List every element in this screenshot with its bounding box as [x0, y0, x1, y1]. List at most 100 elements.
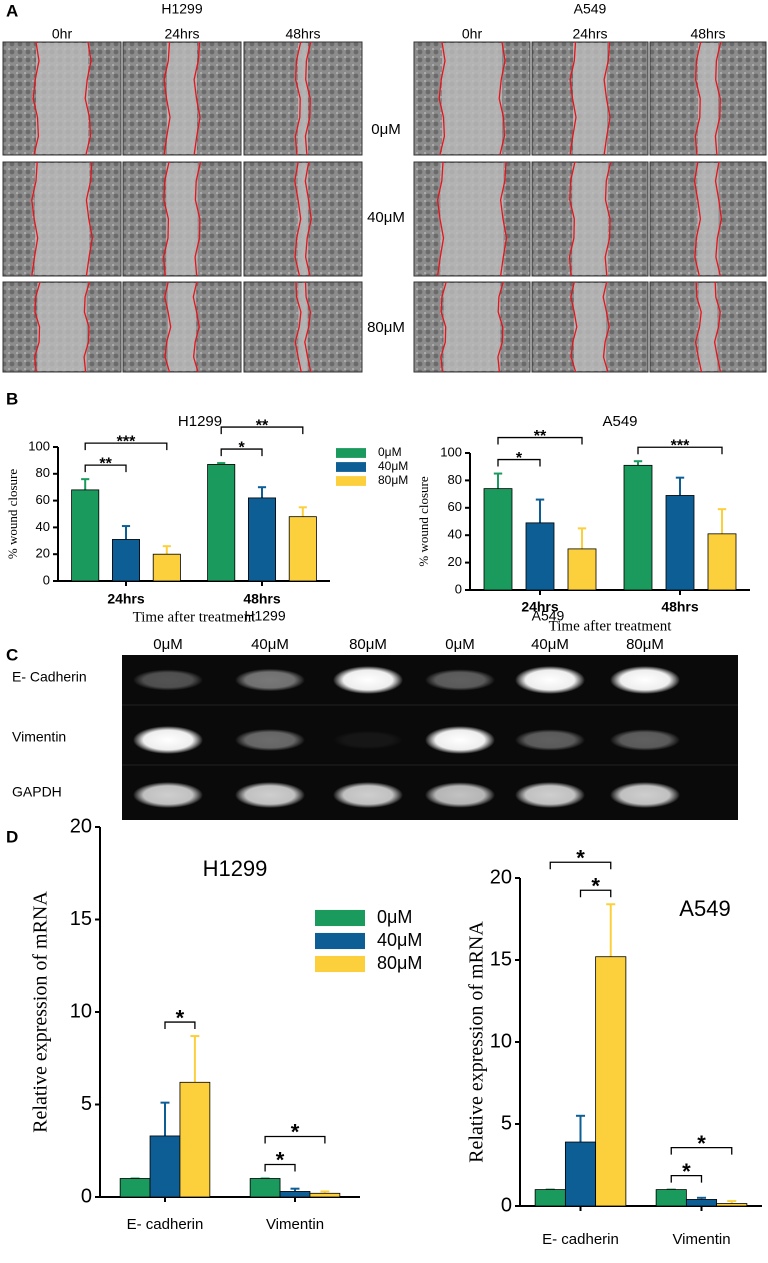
bar: [249, 1178, 281, 1198]
wound-edge: [713, 281, 722, 373]
wound-edge: [714, 161, 723, 277]
significance-bracket: [164, 1021, 196, 1030]
chart-title: A549: [602, 413, 637, 430]
x-axis-label: Time after treatment: [549, 618, 673, 634]
bar: [112, 539, 141, 582]
chart-title: A549: [679, 896, 730, 921]
wound-edge: [438, 41, 446, 156]
x-tick-label: Vimentin: [266, 1216, 324, 1233]
bar: [149, 1135, 181, 1198]
group-title: H1299: [161, 1, 202, 17]
significance-bracket: [497, 436, 583, 445]
significance-label: **: [99, 456, 112, 473]
gel-band: [333, 730, 403, 750]
wound-edge: [164, 281, 172, 373]
wound-edge: [32, 41, 40, 156]
significance-bracket: [264, 1135, 326, 1144]
bar: [152, 553, 181, 582]
x-tick-label: Vimentin: [672, 1231, 730, 1248]
group-title: A549: [574, 1, 607, 17]
y-tick-label: 100: [440, 444, 462, 459]
wound-edge: [84, 41, 92, 156]
column-label: 48hrs: [690, 26, 725, 42]
row-label: 80μM: [367, 319, 405, 336]
legend-label: 40μM: [378, 459, 408, 473]
wound-edge: [294, 41, 302, 156]
significance-bracket: [497, 458, 541, 467]
y-tick-label: 20: [70, 815, 92, 837]
wound-edge: [34, 281, 41, 373]
y-tick-label: 0: [43, 572, 50, 587]
significance-label: *: [276, 1148, 285, 1173]
x-tick-label: E- cadherin: [542, 1231, 619, 1248]
gel-band: [333, 782, 403, 808]
lane-label: 40μM: [531, 636, 569, 653]
significance-bracket: [579, 889, 612, 898]
wound-edge: [499, 161, 508, 277]
gel-band: [515, 729, 585, 751]
bar: [279, 1191, 311, 1198]
legend-label: 0μM: [378, 445, 402, 459]
y-tick-label: 80: [448, 472, 462, 487]
significance-label: **: [256, 417, 269, 434]
significance-label: ***: [117, 434, 136, 451]
bar: [71, 489, 100, 582]
panel-label: D: [6, 827, 18, 846]
wound-gap: [440, 163, 504, 275]
y-tick-label: 80: [36, 465, 50, 480]
gel-band: [133, 726, 203, 754]
wound-gap: [34, 163, 90, 275]
significance-label: *: [576, 845, 585, 870]
wound-edge: [294, 281, 302, 373]
gel-band: [515, 782, 585, 808]
bar: [623, 464, 653, 591]
significance-bracket: [264, 1163, 296, 1172]
y-tick-label: 15: [490, 948, 512, 970]
wound-gap: [298, 43, 308, 154]
y-tick-label: 15: [70, 908, 92, 930]
bar: [564, 1141, 597, 1207]
column-label: 48hrs: [285, 26, 320, 42]
y-tick-label: 40: [36, 519, 50, 534]
y-axis-label: Relative expression of mRNA: [30, 891, 52, 1133]
chart-title: H1299: [203, 856, 268, 881]
lane-label: 0μM: [445, 636, 474, 653]
y-tick-label: 60: [448, 499, 462, 514]
wound-edge: [304, 41, 312, 156]
bar: [288, 516, 317, 582]
gel-band: [610, 782, 680, 808]
legend-label: 80μM: [377, 953, 422, 973]
gel-row-label: Vimentin: [12, 729, 66, 745]
gel-band: [133, 669, 203, 691]
lane-label: 80μM: [626, 636, 664, 653]
panel-label: B: [6, 389, 18, 408]
gel-band: [235, 729, 305, 751]
legend-swatch: [336, 462, 366, 472]
wound-gap: [697, 163, 719, 275]
y-axis-label: % wound closure: [416, 476, 431, 566]
gel-band: [235, 782, 305, 808]
bar: [309, 1192, 341, 1198]
wound-gap: [37, 283, 87, 371]
significance-bracket: [670, 1174, 703, 1183]
y-tick-label: 40: [448, 527, 462, 542]
wound-edge: [163, 41, 171, 156]
wound-edge: [192, 281, 200, 373]
significance-bracket: [84, 442, 168, 451]
y-tick-label: 0: [501, 1194, 512, 1216]
wound-edge: [436, 161, 445, 277]
legend-swatch: [336, 476, 366, 486]
column-label: 24hrs: [164, 26, 199, 42]
wound-edge: [603, 41, 611, 156]
wound-edge: [714, 41, 722, 156]
wound-gap: [442, 43, 502, 154]
wound-edge: [694, 281, 703, 373]
bar: [567, 548, 597, 591]
gel-band: [610, 666, 680, 694]
bar: [534, 1189, 566, 1207]
significance-label: *: [516, 450, 523, 467]
y-axis-label: Relative expression of mRNA: [466, 921, 488, 1163]
gel-band: [425, 669, 495, 691]
wound-gap: [167, 43, 197, 154]
